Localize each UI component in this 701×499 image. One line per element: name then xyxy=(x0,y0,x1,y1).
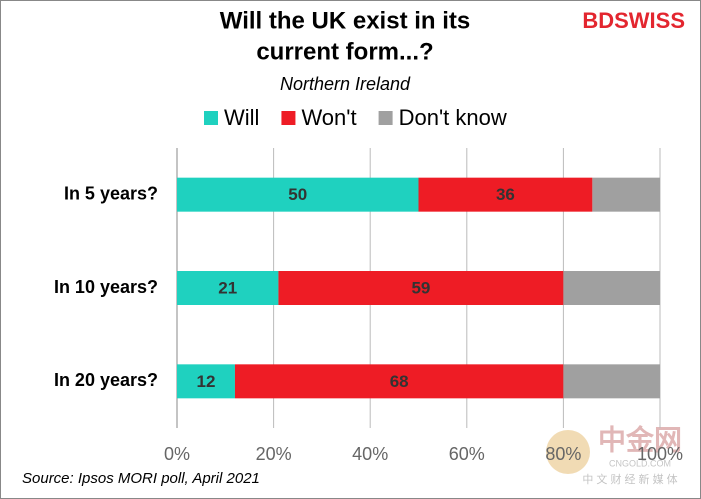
bar-segment xyxy=(278,271,564,305)
legend-label: Don't know xyxy=(399,105,507,130)
legend-label: Won't xyxy=(301,105,356,130)
bar-segment xyxy=(234,364,564,399)
bar-segment xyxy=(177,271,279,305)
x-tick-label: 60% xyxy=(449,444,485,464)
data-label: 68 xyxy=(390,372,409,391)
legend-swatch xyxy=(204,111,218,125)
bar-segment xyxy=(418,177,593,212)
data-label: 50 xyxy=(288,185,307,204)
data-label: 59 xyxy=(411,278,430,297)
chart-title: Will the UK exist in its xyxy=(220,7,471,34)
chart-title: current form...? xyxy=(256,38,433,65)
x-tick-label: 40% xyxy=(352,444,388,464)
watermark: 中金网 CNGOLD.COM 中 文 财 经 新 媒 体 xyxy=(546,423,682,486)
watermark-text: 中 文 财 经 新 媒 体 xyxy=(582,472,677,486)
y-tick-label: In 10 years? xyxy=(54,277,158,297)
watermark-text: CNGOLD.COM xyxy=(609,458,671,468)
x-tick-label: 80% xyxy=(545,444,581,464)
bar-segment xyxy=(177,177,419,212)
bar-segment xyxy=(563,364,660,399)
legend-label: Will xyxy=(224,105,259,130)
legend-swatch xyxy=(378,111,393,125)
logo: BDSWISS xyxy=(582,8,685,33)
bar-segment xyxy=(563,271,660,305)
watermark-text: 中金网 xyxy=(598,423,682,455)
data-label: 12 xyxy=(197,372,216,391)
data-label: 21 xyxy=(218,278,237,297)
data-label: 36 xyxy=(496,185,515,204)
legend-swatch xyxy=(281,111,296,125)
chart-subtitle: Northern Ireland xyxy=(280,74,411,94)
x-tick-label: 100% xyxy=(637,444,683,464)
bar-segment xyxy=(177,364,235,399)
x-tick-label: 20% xyxy=(256,444,292,464)
watermark-icon xyxy=(546,430,590,474)
source: Source: Ipsos MORI poll, April 2021 xyxy=(22,470,260,487)
bar-segment xyxy=(592,177,660,212)
y-tick-label: In 20 years? xyxy=(54,370,158,390)
x-tick-label: 0% xyxy=(164,444,190,464)
y-tick-label: In 5 years? xyxy=(64,183,158,203)
